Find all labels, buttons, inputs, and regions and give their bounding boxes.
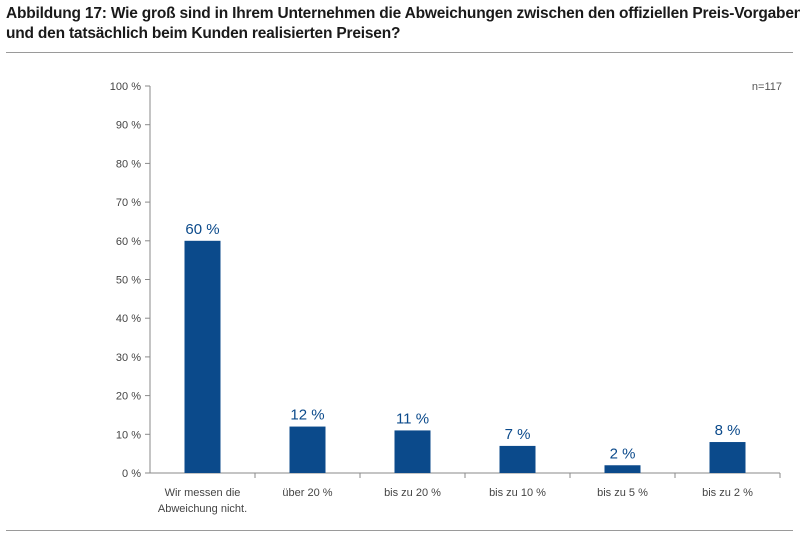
y-tick-label: 100 %: [110, 81, 141, 93]
bar: [184, 240, 221, 473]
sample-size-note: n=117: [752, 81, 782, 93]
bar-value-label: 12 %: [290, 407, 324, 424]
figure-title-line-2: und den tatsächlich beim Kunden realisie…: [6, 25, 401, 42]
x-tick-label: bis zu 20 %: [384, 487, 441, 499]
y-tick-label: 60 %: [116, 236, 141, 248]
x-tick-label-line: bis zu 5 %: [597, 487, 648, 499]
bar-value-label: 60 %: [185, 221, 219, 238]
y-tick-label: 80 %: [116, 158, 141, 170]
y-tick-label: 90 %: [116, 120, 141, 132]
x-tick-label-line: bis zu 2 %: [702, 487, 753, 499]
x-tick-label-line: bis zu 20 %: [384, 487, 441, 499]
y-tick-label: 10 %: [116, 429, 141, 441]
x-tick-labels: Wir messen die Abweichung nicht. über 20 %…: [158, 487, 753, 515]
x-tick-label: über 20 %: [282, 487, 332, 499]
bar-value-label: 7 %: [505, 426, 531, 443]
y-tick-label: 50 %: [116, 275, 141, 287]
bar: [709, 442, 746, 473]
bar-value-label: 8 %: [715, 422, 741, 439]
x-tick-label-line: Abweichung nicht.: [158, 503, 247, 515]
x-tick-label-line: bis zu 10 %: [489, 487, 546, 499]
bar-value-label: 2 %: [610, 445, 636, 462]
x-tick-label: bis zu 2 %: [702, 487, 753, 499]
x-tick-label-line: Wir messen die: [165, 487, 241, 499]
x-tick-label: Wir messen die Abweichung nicht.: [158, 487, 247, 515]
y-tick-label: 20 %: [116, 391, 141, 403]
bottom-divider: [6, 530, 793, 531]
bar: [499, 445, 536, 473]
bar: [394, 430, 431, 473]
bar: [289, 426, 326, 473]
figure-title-line-1: Abbildung 17: Wie groß sind in Ihrem Unt…: [6, 5, 800, 22]
value-labels: 60 % 12 % 11 % 7 % 2 % 8 %: [185, 221, 740, 462]
y-tick-label: 40 %: [116, 313, 141, 325]
x-tick-label-line: über 20 %: [282, 487, 332, 499]
figure-title: Abbildung 17: Wie groß sind in Ihrem Unt…: [6, 4, 800, 44]
y-tick-label: 0 %: [122, 468, 141, 480]
y-axis: 0 % 10 % 20 % 30 % 40 % 50 % 60 % 70 % 80 % 90 % 1…: [110, 81, 151, 480]
bar: [604, 465, 641, 473]
bar-value-label: 11 %: [396, 410, 429, 427]
y-tick-label: 30 %: [116, 352, 141, 364]
bars: [184, 240, 746, 473]
x-tick-label: bis zu 5 %: [597, 487, 648, 499]
x-tick-label: bis zu 10 %: [489, 487, 546, 499]
x-axis: [150, 472, 781, 478]
top-divider: [6, 52, 793, 53]
y-tick-label: 70 %: [116, 197, 141, 209]
